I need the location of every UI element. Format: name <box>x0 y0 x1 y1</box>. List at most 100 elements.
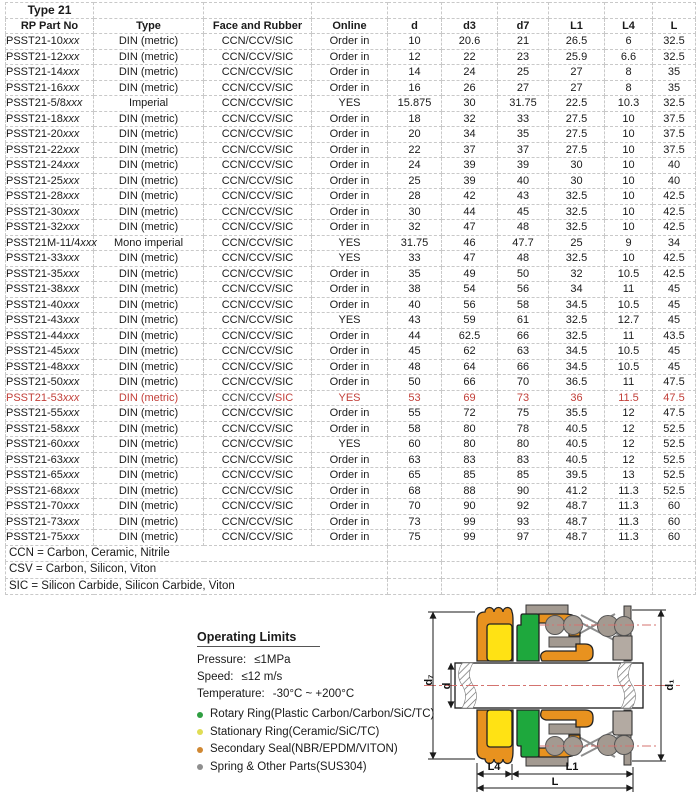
table-cell: 85 <box>441 467 498 484</box>
table-row: PSST21-20xxx DIN (metric) CCN/CCV/SIC Order… <box>5 126 696 143</box>
limit-label: Temperature: <box>197 688 265 700</box>
table-cell: 63 <box>497 343 549 360</box>
table-row: PSST21-16xxx DIN (metric) CCN/CCV/SIC Order… <box>5 79 696 96</box>
table-cell: 34.5 <box>548 296 605 313</box>
table-cell: 93 <box>497 513 549 530</box>
table-cell: 22.5 <box>548 95 605 112</box>
table-cell: 40 <box>652 157 696 174</box>
table-title: Type 21 <box>5 2 94 19</box>
table-cell: 47 <box>441 219 498 236</box>
table-cell: 42 <box>441 188 498 205</box>
table-cell: 52.5 <box>652 467 696 484</box>
table-cell: CCN/CCV/SIC <box>203 498 312 515</box>
table-cell: PSST21-25xxx <box>5 172 94 189</box>
table-cell: Order in <box>311 513 388 530</box>
table-cell: CCN/CCV/SIC <box>203 420 312 437</box>
table-cell: PSST21-50xxx <box>5 374 94 391</box>
table-cell: CCN/CCV/SIC <box>203 48 312 65</box>
table-cell: 9 <box>604 234 653 251</box>
table-cell: Order in <box>311 219 388 236</box>
table-cell: 12 <box>604 420 653 437</box>
table-cell: 32.5 <box>652 33 696 50</box>
seal-diagram: d₇ d d₁ L4 L1 L <box>423 604 680 792</box>
table-cell: 37 <box>497 141 549 158</box>
table-cell: CCN/CCV/SIC <box>203 436 312 453</box>
table-cell: 92 <box>497 498 549 515</box>
table-cell: 39 <box>497 157 549 174</box>
table-cell: 66 <box>441 374 498 391</box>
table-cell: 59 <box>441 312 498 329</box>
table-cell: Order in <box>311 33 388 50</box>
seat-bracket <box>612 635 633 661</box>
table-cell: 32.5 <box>548 203 605 220</box>
table-cell: DIN (metric) <box>93 451 204 468</box>
table-cell: DIN (metric) <box>93 482 204 499</box>
table-cell: 45 <box>497 203 549 220</box>
table-cell: PSST21-35xxx <box>5 265 94 282</box>
table-cell <box>497 577 549 595</box>
table-cell: 66 <box>497 358 549 375</box>
table-row: PSST21-45xxx DIN (metric) CCN/CCV/SIC Order… <box>5 343 696 360</box>
table-cell: Order in <box>311 64 388 81</box>
dim-label-L1: L1 <box>566 761 579 773</box>
table-cell: 10.5 <box>604 265 653 282</box>
table-cell: PSST21-33xxx <box>5 250 94 267</box>
empty-cell <box>203 2 312 19</box>
table-row: PSST21-24xxx DIN (metric) CCN/CCV/SIC Order… <box>5 157 696 174</box>
table-cell: PSST21-70xxx <box>5 498 94 515</box>
table-cell: 27.5 <box>548 141 605 158</box>
table-cell: YES <box>311 436 388 453</box>
table-cell: SIC = Silicon Carbide, Silicon Carbide, … <box>5 577 388 595</box>
table-cell: DIN (metric) <box>93 374 204 391</box>
table-cell: 11 <box>604 327 653 344</box>
table-cell: 75 <box>387 529 442 546</box>
table-cell: Order in <box>311 296 388 313</box>
table-cell: 60 <box>652 513 696 530</box>
table-cell: 10 <box>604 188 653 205</box>
table-cell: 47.7 <box>497 234 549 251</box>
table-cell: 22 <box>441 48 498 65</box>
table-cell: 12 <box>604 405 653 422</box>
table-cell: 14 <box>387 64 442 81</box>
table-cell: 25 <box>497 64 549 81</box>
table-cell: DIN (metric) <box>93 157 204 174</box>
table-cell: 65 <box>387 467 442 484</box>
table-cell: 80 <box>497 436 549 453</box>
table-cell: 33 <box>387 250 442 267</box>
table-cell: PSST21-68xxx <box>5 482 94 499</box>
table-row: PSST21-35xxx DIN (metric) CCN/CCV/SIC Order… <box>5 265 696 282</box>
table-cell: 20 <box>387 126 442 143</box>
table-row: PSST21-44xxx DIN (metric) CCN/CCV/SIC Order… <box>5 327 696 344</box>
table-cell: DIN (metric) <box>93 265 204 282</box>
table-cell: 44 <box>387 327 442 344</box>
table-cell: 36.5 <box>548 374 605 391</box>
table-cell: CCN/CCV/SIC <box>203 389 312 406</box>
table-cell: DIN (metric) <box>93 126 204 143</box>
operating-limits-specs: Pressure: ≤1MPa Speed: ≤12 m/s Temperature: -… <box>197 652 447 703</box>
table-cell: PSST21-38xxx <box>5 281 94 298</box>
table-cell: 58 <box>497 296 549 313</box>
table-cell: 16 <box>387 79 442 96</box>
table-cell: CCN/CCV/SIC <box>203 312 312 329</box>
table-cell: 33 <box>497 110 549 127</box>
table-cell: 44 <box>441 203 498 220</box>
legend-label: Spring & Other Parts(SUS304) <box>210 760 367 773</box>
table-cell: CCN/CCV/SIC <box>203 157 312 174</box>
limit-value: ≤12 m/s <box>241 671 283 683</box>
table-cell: 42.5 <box>652 219 696 236</box>
oring-section <box>614 616 634 636</box>
table-cell: YES <box>311 389 388 406</box>
table-cell: PSST21-43xxx <box>5 312 94 329</box>
table-cell: Order in <box>311 141 388 158</box>
table-cell: PSST21-65xxx <box>5 467 94 484</box>
table-cell: CCN/CCV/SIC <box>203 126 312 143</box>
table-row: PSST21-53xxx DIN (metric) CCN/CCV/SIC YES 53… <box>5 389 696 406</box>
table-cell <box>548 577 605 595</box>
empty-cell <box>441 2 498 19</box>
note-row: CCN = Carbon, Ceramic, Nitrile <box>5 544 696 562</box>
table-cell: 32.5 <box>652 95 696 112</box>
table-cell: Order in <box>311 405 388 422</box>
table-cell: PSST21-5/8xxx <box>5 95 94 112</box>
col-header-L1: L1 <box>548 17 605 34</box>
table-row: PSST21-10xxx DIN (metric) CCN/CCV/SIC Order… <box>5 33 696 50</box>
